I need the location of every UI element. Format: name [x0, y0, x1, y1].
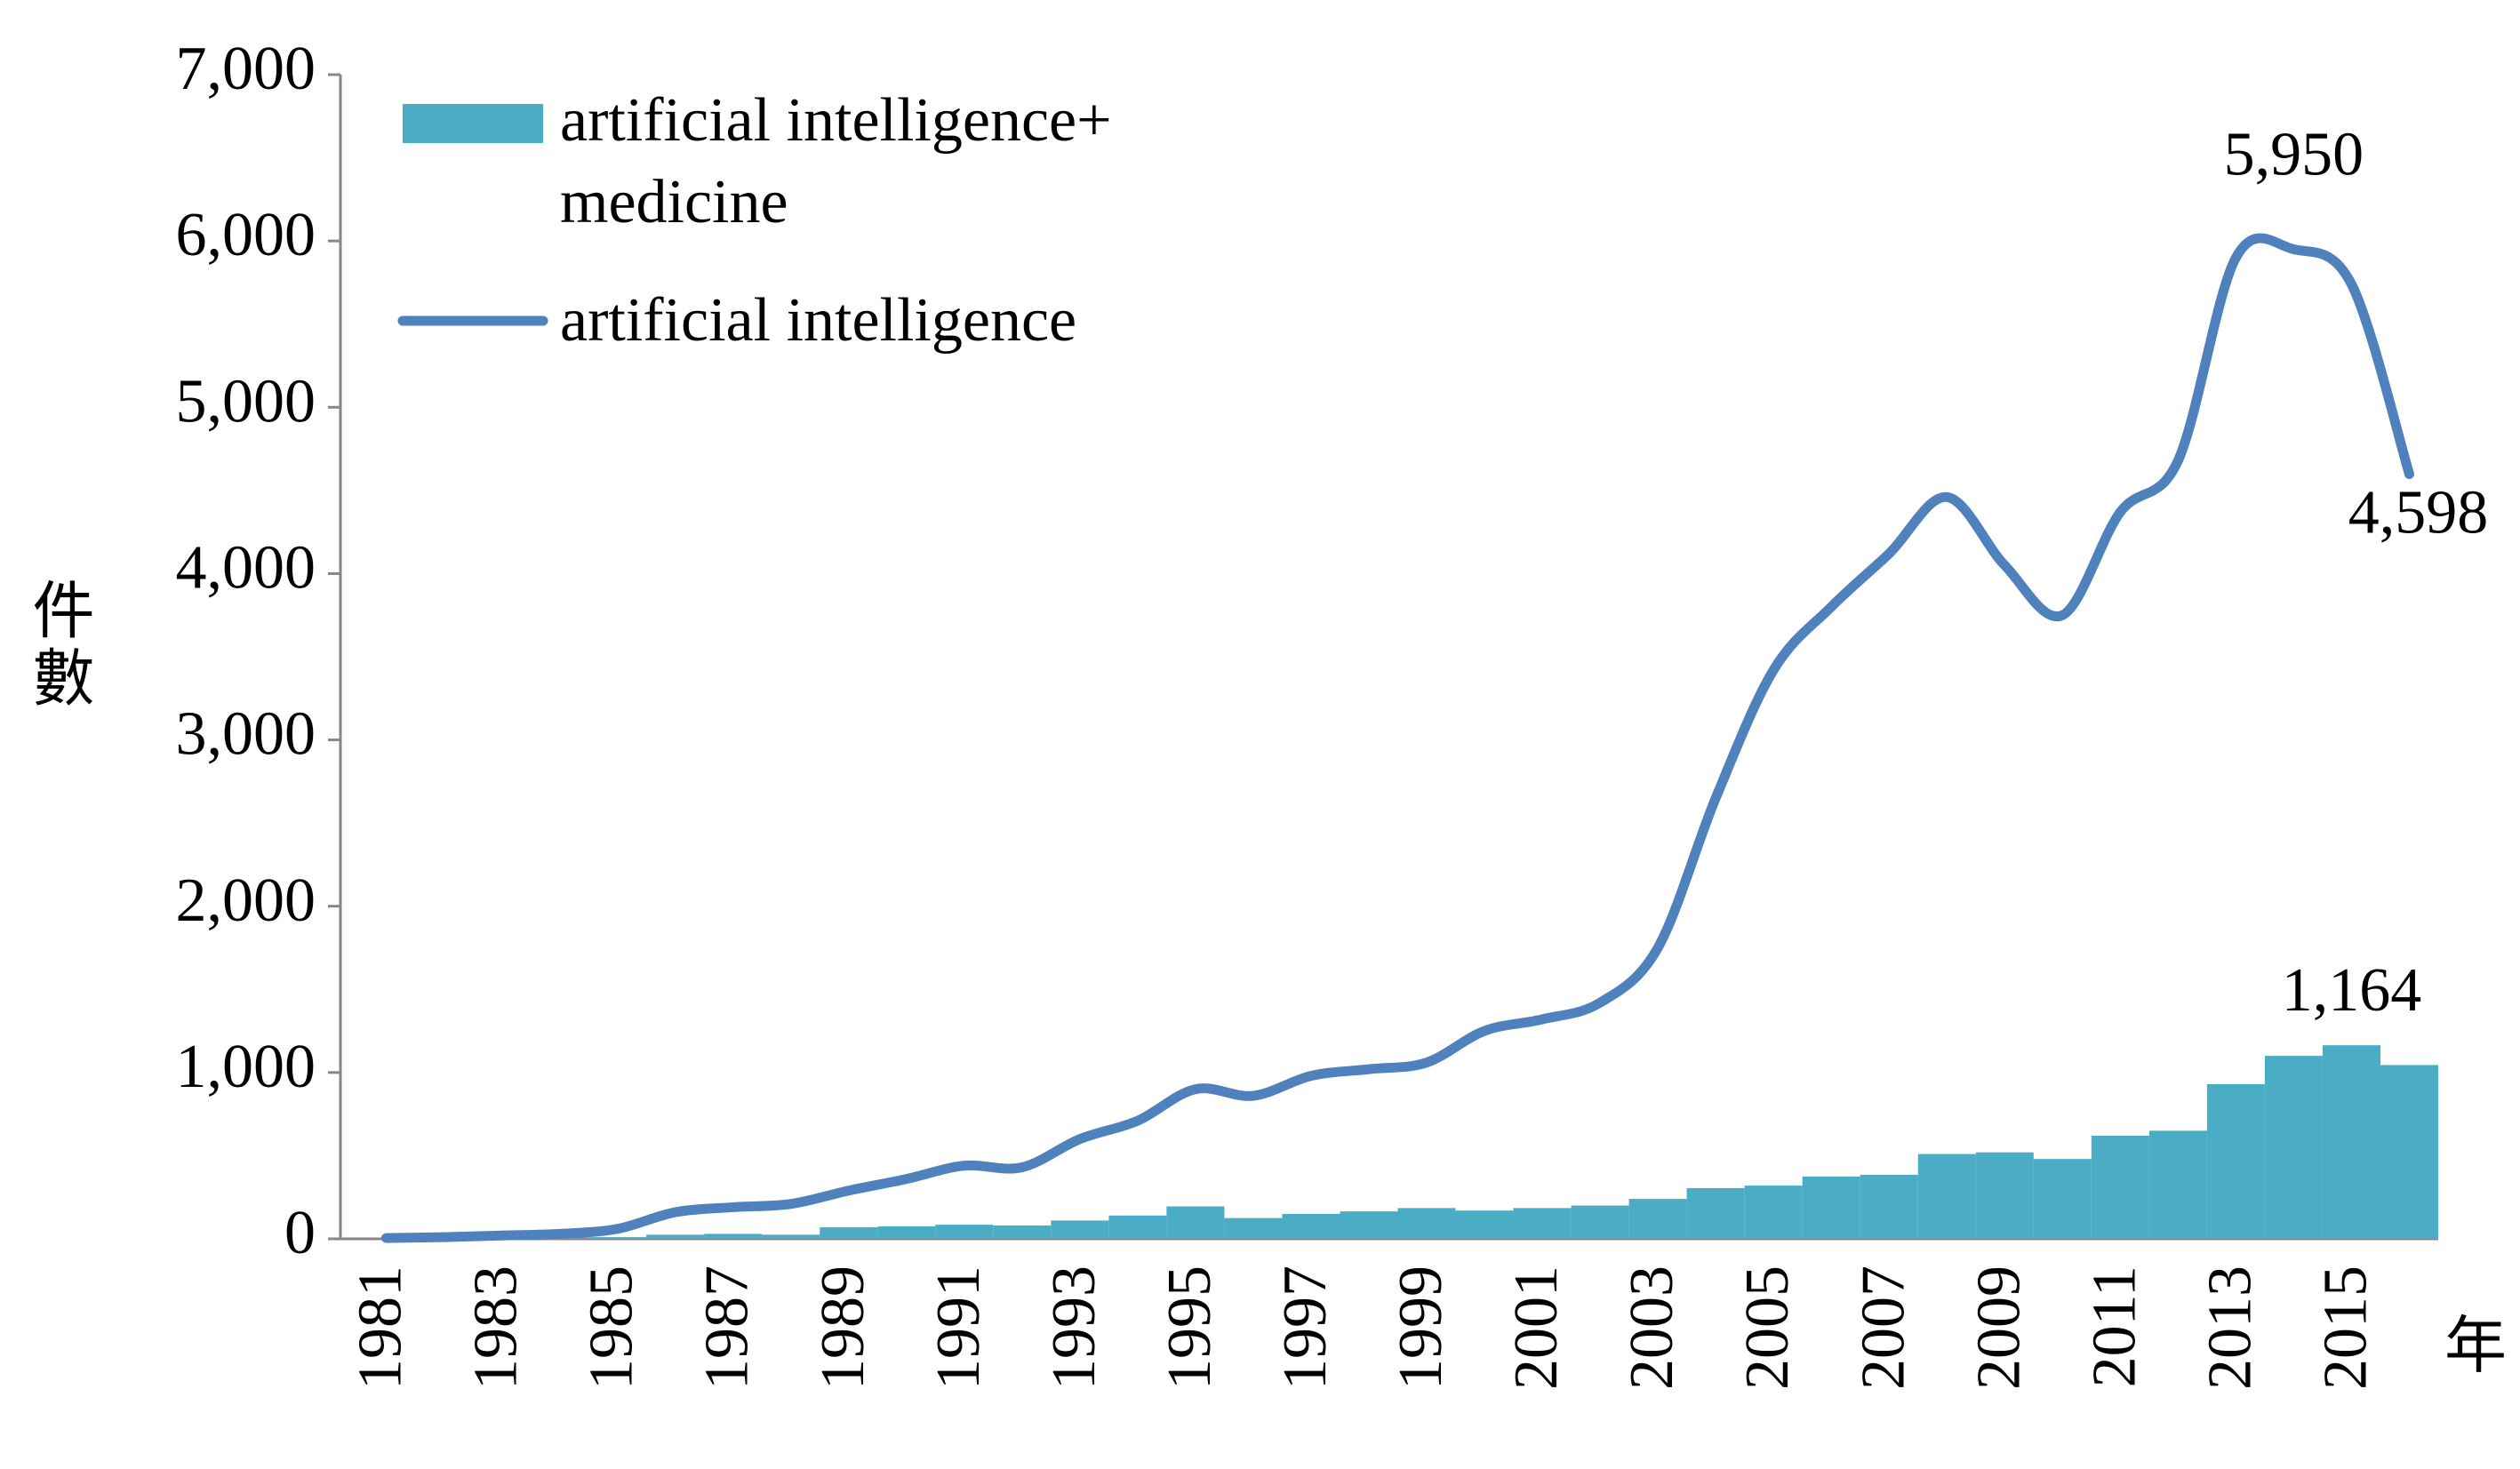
- bar: [1455, 1210, 1514, 1239]
- data-label: 5,950: [2224, 121, 2364, 189]
- bar: [704, 1233, 763, 1239]
- legend-label: artificial intelligence: [560, 286, 1077, 355]
- y-tick-label: 0: [284, 1199, 316, 1267]
- bar: [935, 1225, 994, 1239]
- x-tick-label: 2015: [2312, 1265, 2380, 1390]
- data-label: 4,598: [2348, 479, 2489, 547]
- x-tick-label: 2009: [1964, 1265, 2033, 1390]
- x-tick-label: 1999: [1387, 1265, 1455, 1390]
- bar: [1860, 1174, 1918, 1239]
- bar: [1628, 1199, 1687, 1239]
- x-tick-label: 1993: [1040, 1265, 1108, 1390]
- x-tick-label: 1983: [462, 1265, 531, 1390]
- y-tick-label: 4,000: [176, 533, 316, 602]
- bar: [1340, 1211, 1398, 1239]
- x-tick-label: 1991: [924, 1265, 993, 1390]
- bar: [1108, 1215, 1167, 1239]
- bar: [2148, 1130, 2207, 1239]
- bar: [877, 1225, 936, 1239]
- bar: [1802, 1176, 1860, 1239]
- bar: [1224, 1218, 1283, 1239]
- y-tick-label: 3,000: [176, 700, 316, 769]
- bar: [2322, 1045, 2380, 1239]
- x-tick-label: 1985: [578, 1265, 646, 1390]
- bar: [1513, 1208, 1572, 1239]
- y-tick-label: 2,000: [176, 866, 316, 935]
- legend-label: artificial intelligence+ medicine: [560, 86, 1112, 236]
- y-tick-label: 5,000: [176, 367, 316, 435]
- x-tick-label: 2005: [1733, 1265, 1802, 1390]
- bar: [1917, 1154, 1976, 1239]
- x-tick-label: 2011: [2080, 1265, 2148, 1387]
- line: [381, 233, 2414, 1243]
- x-tick-label: 2007: [1849, 1265, 1917, 1390]
- bar: [762, 1234, 820, 1239]
- bar: [1282, 1213, 1340, 1239]
- bar: [1686, 1187, 1745, 1239]
- x-tick-label: 1987: [693, 1265, 762, 1390]
- bar: [2033, 1159, 2092, 1239]
- bar: [588, 1237, 647, 1239]
- x-tick-label: 1995: [1156, 1265, 1224, 1390]
- y-tick-label: 7,000: [176, 35, 316, 103]
- bar: [1975, 1152, 2034, 1239]
- bar: [1397, 1208, 1456, 1239]
- bar: [1744, 1186, 1803, 1239]
- bar: [993, 1225, 1052, 1239]
- bar: [2206, 1083, 2265, 1239]
- y-tick-label: 6,000: [176, 201, 316, 269]
- bar: [820, 1226, 878, 1239]
- bar: [2264, 1056, 2323, 1239]
- x-tick-label: 1981: [347, 1265, 415, 1390]
- y-tick-label: 1,000: [176, 1033, 316, 1101]
- bar: [1571, 1205, 1629, 1239]
- bar: [1051, 1220, 1109, 1239]
- legend-swatch: [403, 104, 543, 143]
- data-label: 1,164: [2282, 956, 2422, 1025]
- bar: [646, 1234, 705, 1239]
- x-axis-label: 年: [2444, 1313, 2507, 1381]
- y-axis-label: 件數: [23, 578, 92, 713]
- x-tick-label: 1997: [1271, 1265, 1340, 1390]
- x-tick-label: 2001: [1502, 1265, 1571, 1390]
- x-tick-label: 2003: [1618, 1265, 1686, 1390]
- x-tick-label: 1989: [809, 1265, 877, 1390]
- bar: [2380, 1065, 2438, 1239]
- x-tick-label: 2013: [2196, 1265, 2264, 1390]
- bar: [1166, 1206, 1225, 1239]
- bar: [2091, 1135, 2149, 1239]
